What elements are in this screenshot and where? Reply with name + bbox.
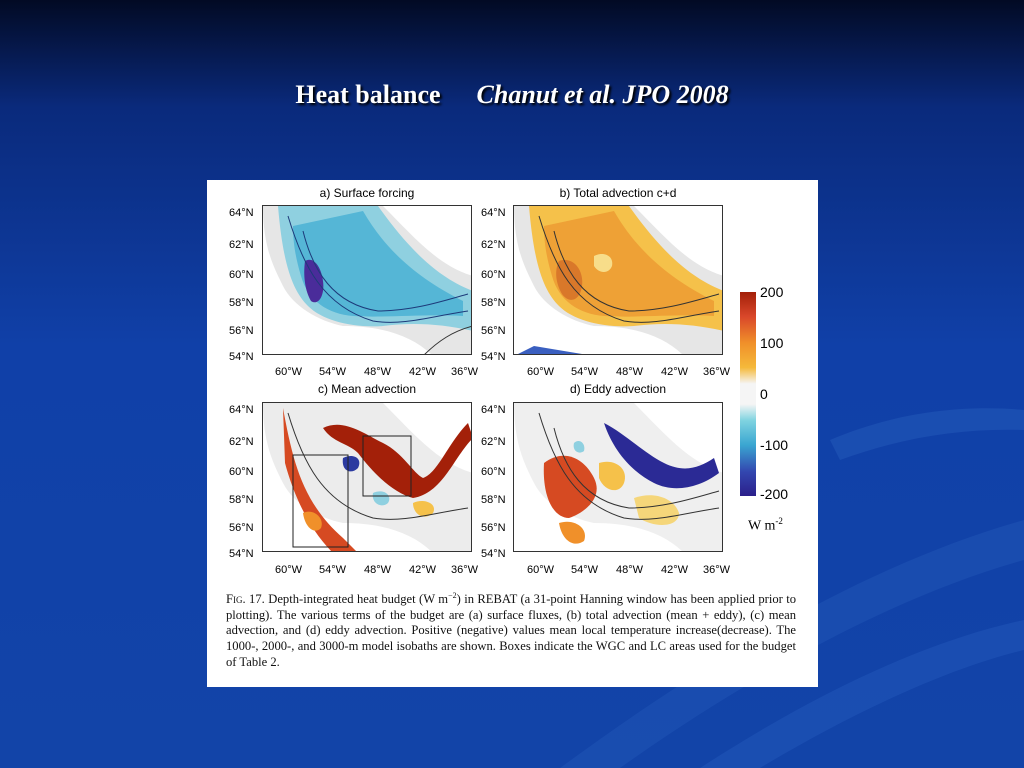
- mean-advection-map: [263, 403, 471, 551]
- colorbar-unit-text: W m: [748, 518, 776, 534]
- surface-forcing-map: [263, 206, 471, 354]
- lon-label: 54°W: [319, 564, 347, 576]
- lon-label: 36°W: [703, 366, 731, 378]
- panel-a-map: [262, 205, 472, 355]
- lat-label: 58°N: [229, 297, 254, 309]
- colorbar-tick: -200: [760, 486, 789, 502]
- lat-label: 60°N: [229, 466, 254, 478]
- colorbar: [740, 292, 756, 496]
- lon-label: 42°W: [409, 366, 437, 378]
- lat-label: 58°N: [229, 494, 254, 506]
- colorbar-tick: -100: [760, 437, 789, 453]
- slide-title: Heat balance Chanut et al. JPO 2008: [0, 80, 1024, 110]
- lon-label: 60°W: [527, 366, 555, 378]
- lat-label: 60°N: [229, 269, 254, 281]
- colorbar-tick: 0: [760, 386, 768, 402]
- lat-label: 54°N: [229, 548, 254, 560]
- lat-label: 64°N: [481, 207, 506, 219]
- lat-label: 56°N: [229, 522, 254, 534]
- lat-label: 62°N: [481, 239, 506, 251]
- lon-label: 54°W: [571, 564, 599, 576]
- caption-text-post: ) in REBAT (a 31-point Hanning window ha…: [226, 592, 797, 669]
- total-advection-map: [514, 206, 722, 354]
- lon-label: 36°W: [451, 366, 479, 378]
- colorbar-unit: W m-2: [748, 516, 783, 535]
- citation-text: Chanut et al. JPO 2008: [476, 80, 729, 109]
- lon-label: 60°W: [275, 366, 303, 378]
- colorbar-tick: 100: [760, 335, 784, 351]
- panel-c-title: c) Mean advection: [317, 382, 417, 396]
- lat-label: 64°N: [229, 207, 254, 219]
- lat-label: 64°N: [229, 404, 254, 416]
- lon-label: 42°W: [661, 564, 689, 576]
- lat-label: 64°N: [481, 404, 506, 416]
- lon-label: 48°W: [364, 564, 392, 576]
- lon-label: 60°W: [275, 564, 303, 576]
- lat-label: 56°N: [229, 325, 254, 337]
- panel-d-map: [513, 402, 723, 552]
- panel-c-map: [262, 402, 472, 552]
- title-text: Heat balance: [295, 80, 441, 109]
- lon-label: 48°W: [616, 564, 644, 576]
- lat-label: 54°N: [481, 351, 506, 363]
- lon-label: 60°W: [527, 564, 555, 576]
- colorbar-tick: 200: [760, 284, 784, 300]
- lat-label: 58°N: [481, 494, 506, 506]
- colorbar-unit-exponent: -2: [775, 516, 783, 526]
- panel-b-title: b) Total advection c+d: [559, 186, 677, 200]
- lon-label: 36°W: [451, 564, 479, 576]
- lat-label: 54°N: [481, 548, 506, 560]
- lat-label: 62°N: [229, 436, 254, 448]
- lat-label: 60°N: [481, 466, 506, 478]
- lat-label: 60°N: [481, 269, 506, 281]
- caption-figure-label: Fig. 17.: [226, 592, 265, 607]
- lon-label: 42°W: [409, 564, 437, 576]
- figure-image: a) Surface forcing b) Total advection c+…: [207, 180, 818, 687]
- lon-label: 54°W: [319, 366, 347, 378]
- lon-label: 42°W: [661, 366, 689, 378]
- lat-label: 54°N: [229, 351, 254, 363]
- caption-exponent: −2: [448, 591, 457, 600]
- panel-b-map: [513, 205, 723, 355]
- eddy-advection-map: [514, 403, 722, 551]
- panel-a-title: a) Surface forcing: [319, 186, 415, 200]
- lon-label: 54°W: [571, 366, 599, 378]
- lat-label: 56°N: [481, 325, 506, 337]
- figure-caption: Fig. 17. Depth-integrated heat budget (W…: [226, 588, 796, 670]
- lat-label: 56°N: [481, 522, 506, 534]
- lon-label: 48°W: [616, 366, 644, 378]
- lon-label: 48°W: [364, 366, 392, 378]
- panel-d-title: d) Eddy advection: [569, 382, 667, 396]
- lat-label: 62°N: [229, 239, 254, 251]
- lat-label: 62°N: [481, 436, 506, 448]
- lon-label: 36°W: [703, 564, 731, 576]
- caption-text-pre: Depth-integrated heat budget (W m: [264, 592, 449, 607]
- lat-label: 58°N: [481, 297, 506, 309]
